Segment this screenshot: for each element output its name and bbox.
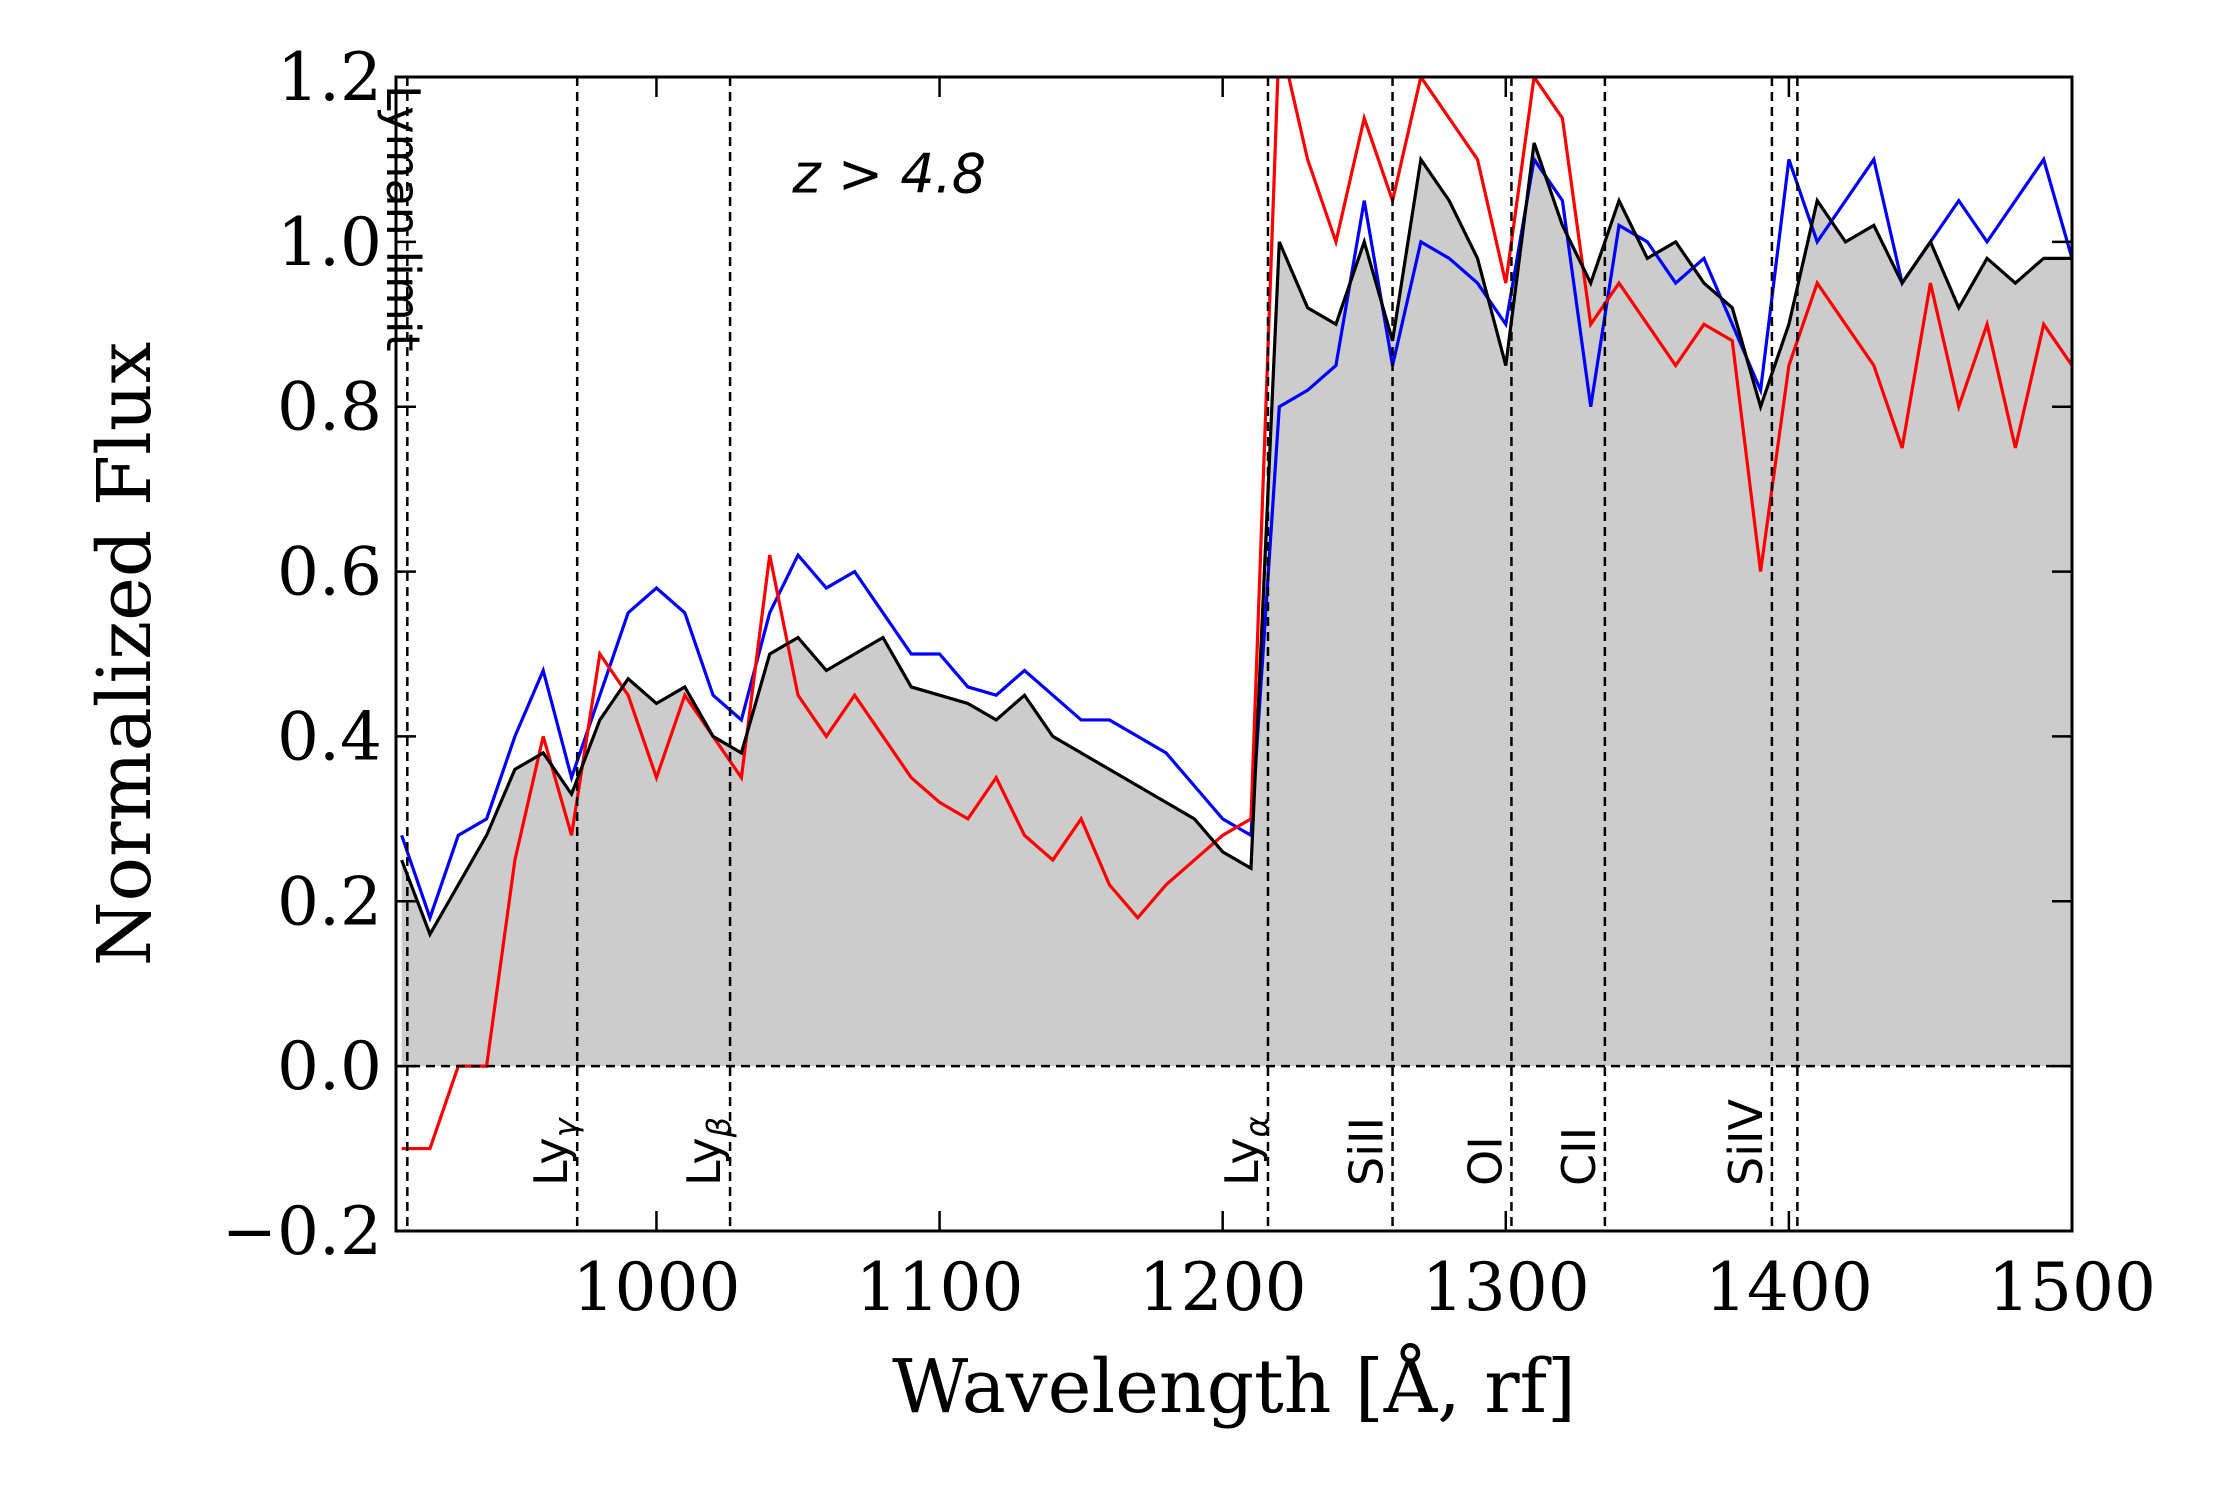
marker-label-main: Ly: [1215, 1137, 1269, 1186]
marker-label: CII: [1552, 1127, 1606, 1186]
x-tick-label: 1400: [1705, 1249, 1873, 1326]
spectrum-line: [400, 142, 2072, 938]
annotation: z > 4.8: [791, 142, 986, 205]
marker-label-sub: α: [1238, 1116, 1276, 1137]
marker-label-main: Ly: [677, 1137, 731, 1186]
marker-label-sub: β: [700, 1117, 738, 1138]
plot-area: [396, 77, 2072, 1151]
marker-label: Lyα: [1215, 1116, 1276, 1186]
marker-label-sub: γ: [547, 1116, 585, 1137]
x-tick-label: 1100: [856, 1249, 1024, 1326]
y-tick-label: 0.8: [277, 369, 382, 446]
x-tick-label: 1300: [1422, 1249, 1590, 1326]
marker-label-main: SiIV: [1719, 1098, 1773, 1186]
marker-label-main: OI: [1458, 1136, 1512, 1186]
marker-label: OI: [1458, 1136, 1512, 1186]
y-tick-label: 0.0: [277, 1028, 382, 1105]
marker-label: Lyman limit: [376, 85, 430, 352]
y-tick-label: 0.2: [277, 863, 382, 940]
marker-label: Lyβ: [677, 1117, 738, 1186]
x-axis-label: Wavelength [Å, rf]: [892, 1342, 1576, 1430]
y-tick-label: 1.0: [277, 204, 382, 281]
plot-frame: [394, 75, 2074, 1233]
x-tick-label: 1000: [572, 1249, 740, 1326]
y-axis-label: Normalized Flux: [82, 342, 168, 966]
marker-label: Lyγ: [524, 1116, 585, 1186]
marker-label-main: Ly: [524, 1137, 578, 1186]
marker-label: SiIV: [1719, 1098, 1773, 1186]
y-tick-label: 0.4: [277, 698, 382, 775]
x-tick-label: 1500: [1988, 1249, 2156, 1326]
y-tick-label: 0.6: [277, 534, 382, 611]
x-tick-label: 1200: [1139, 1249, 1307, 1326]
marker-label-main: CII: [1552, 1127, 1606, 1186]
y-tick-label: −0.2: [222, 1193, 382, 1270]
area-fill: [401, 142, 2072, 1067]
marker-label-main: SiII: [1340, 1117, 1394, 1186]
y-tick-label: 1.2: [277, 39, 382, 116]
spectrum-line: [401, 77, 2072, 1151]
marker-label: SiII: [1340, 1117, 1394, 1186]
